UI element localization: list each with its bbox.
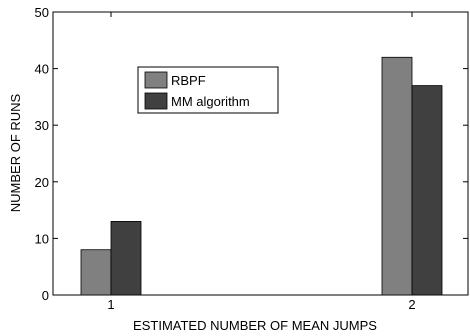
y-axis-label: NUMBER OF RUNS	[8, 93, 23, 212]
y-tick-label: 20	[35, 175, 49, 190]
legend-swatch-mm-algorithm	[144, 92, 168, 110]
x-tick-label: 1	[107, 297, 114, 312]
legend-label-rbpf: RBPF	[171, 73, 206, 88]
legend-label-mm-algorithm: MM algorithm	[171, 94, 250, 109]
bar-rbpf-2	[381, 56, 413, 296]
y-tick-label: 50	[35, 5, 49, 20]
bar-rbpf-1	[80, 249, 112, 296]
y-tick-label: 30	[35, 118, 49, 133]
legend-swatch-rbpf	[144, 71, 168, 89]
x-axis-label: ESTIMATED NUMBER OF MEAN JUMPS	[133, 318, 377, 333]
y-tick-label: 0	[42, 288, 49, 303]
bar-mm-algorithm-1	[110, 221, 142, 296]
bars	[80, 56, 443, 296]
x-tick-label: 2	[408, 297, 415, 312]
bar-mm-algorithm-2	[411, 85, 443, 296]
y-tick-label: 10	[35, 231, 49, 246]
legend: RBPF MM algorithm	[137, 66, 279, 114]
y-tick-label: 40	[35, 62, 49, 77]
y-axis-ticks: 0 10 20 30 40 50	[35, 5, 468, 303]
